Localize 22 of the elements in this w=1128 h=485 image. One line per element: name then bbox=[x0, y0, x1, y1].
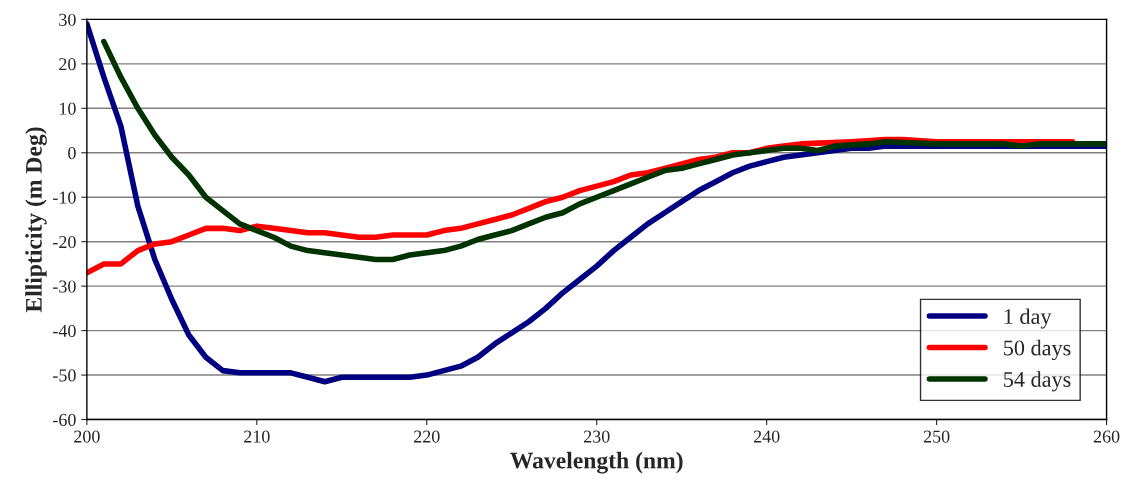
y-tick-label: 20 bbox=[59, 58, 76, 71]
legend-label: 50 days bbox=[1004, 339, 1071, 361]
y-tick-label: -50 bbox=[53, 369, 76, 382]
x-tick-label: 260 bbox=[1093, 430, 1120, 443]
y-tick-label: -20 bbox=[53, 235, 76, 249]
legend-label: 54 days bbox=[1004, 371, 1071, 392]
y-tick-label: -40 bbox=[53, 324, 76, 338]
y-tick-label: -10 bbox=[53, 191, 76, 204]
x-tick-label: 210 bbox=[244, 430, 270, 443]
legend-label: 1 day bbox=[1004, 308, 1052, 329]
y-tick-label: 10 bbox=[59, 102, 76, 115]
y-tick-label: 0 bbox=[68, 147, 76, 160]
y-tick-label: -30 bbox=[53, 280, 76, 293]
y-axis-title: Ellipticity (m Deg) bbox=[25, 127, 47, 313]
y-tick-label: -60 bbox=[53, 413, 76, 426]
x-axis-title: Wavelength (nm) bbox=[510, 451, 683, 474]
x-tick-label: 230 bbox=[583, 430, 610, 443]
x-tick-label: 200 bbox=[74, 430, 100, 443]
x-tick-label: 250 bbox=[923, 430, 950, 443]
x-tick-label: 240 bbox=[753, 430, 780, 443]
y-tick-label: 30 bbox=[59, 13, 76, 26]
x-tick-label: 220 bbox=[414, 430, 440, 443]
